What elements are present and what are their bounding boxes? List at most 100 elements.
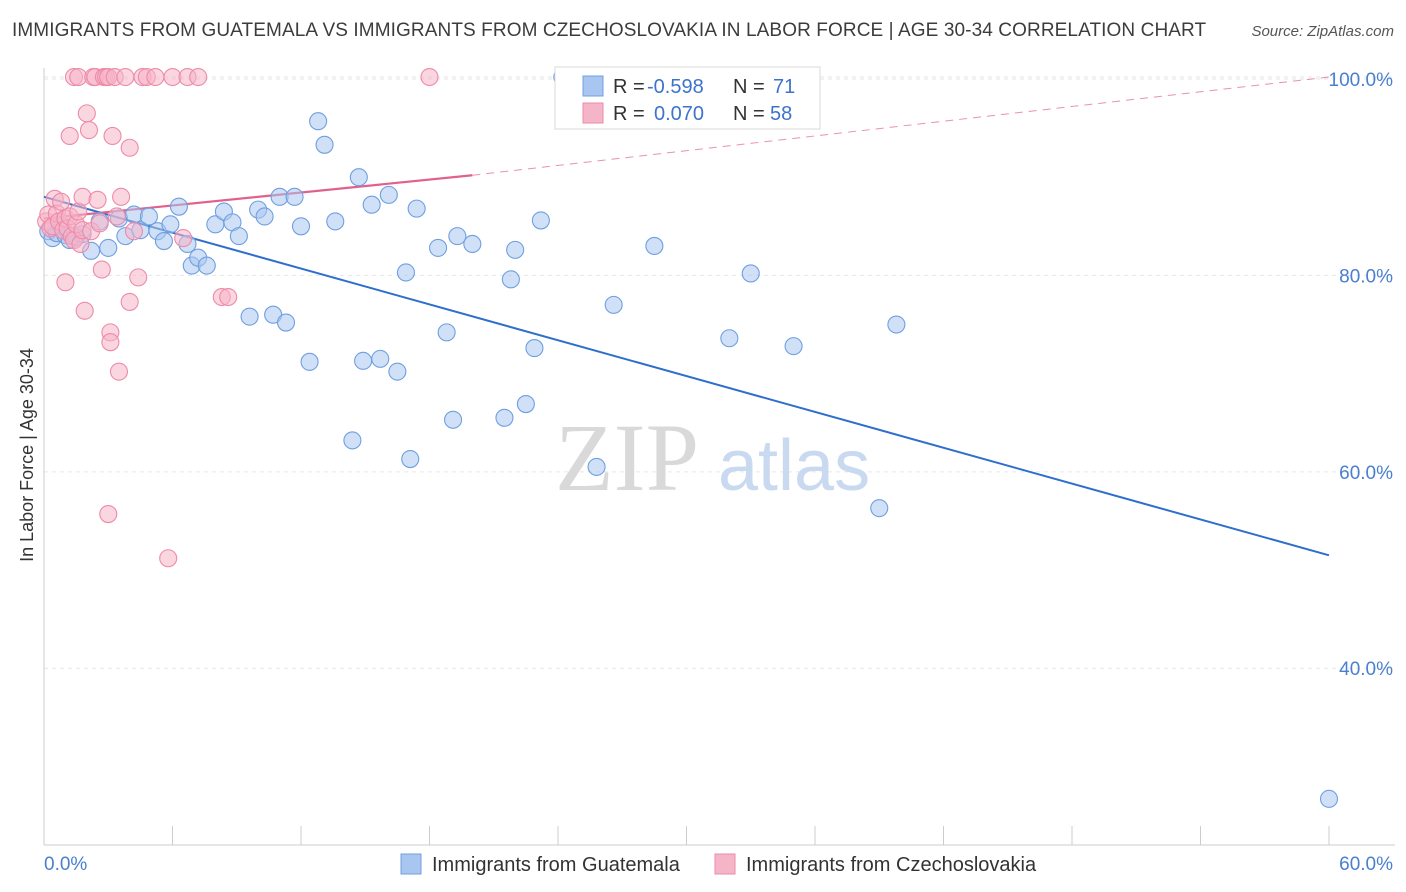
blue-point-43 (362, 195, 381, 214)
blue-point-10 (99, 238, 118, 257)
blue-point-52 (444, 410, 463, 429)
watermark-atlas: atlas (718, 426, 870, 506)
pink-point-39 (107, 207, 126, 226)
blue-point-19 (169, 197, 188, 216)
y-tick-label-60: 60.0% (1339, 463, 1393, 484)
pink-point-25 (79, 121, 99, 140)
blue-point-23 (197, 256, 216, 275)
legend-r-label-pink: R = (613, 103, 645, 125)
x-tick-label-start: 0.0% (44, 854, 87, 875)
pink-point-30 (90, 214, 109, 233)
legend-swatch-blue (582, 75, 604, 97)
pink-point-22 (73, 187, 92, 206)
pink-point-29 (88, 190, 107, 209)
blue-point-68 (870, 499, 889, 518)
x-tick-label-end: 60.0% (1339, 854, 1393, 875)
blue-point-39 (326, 212, 345, 231)
blue-point-53 (448, 227, 467, 246)
pink-point-43 (120, 138, 139, 157)
pink-point-52 (174, 229, 193, 248)
blue-point-42 (354, 351, 373, 370)
y-tick-label-40: 40.0% (1339, 659, 1393, 680)
legend-swatch-pink (582, 102, 604, 124)
blue-point-70 (1319, 789, 1339, 808)
blue-point-28 (240, 307, 259, 326)
blue-point-63 (604, 295, 623, 314)
blue-point-34 (285, 187, 304, 206)
pink-point-42 (116, 67, 135, 87)
pink-point-23 (75, 301, 94, 320)
legend-n-label-blue: N = (733, 76, 765, 98)
gridlines (44, 76, 1395, 669)
legend-r-value-pink: 0.070 (654, 103, 704, 125)
pink-point-54 (99, 504, 118, 524)
bottom-legend-swatch-pink (714, 853, 736, 875)
legend-r-value-blue: -0.598 (647, 76, 704, 98)
blue-point-66 (741, 264, 760, 283)
pink-point-36 (101, 333, 120, 352)
blue-point-50 (429, 238, 448, 257)
data-points (37, 67, 1339, 808)
bottom-legend: Immigrants from Guatemala Immigrants fro… (400, 853, 1037, 876)
y-tick-label-100: 100.0% (1329, 70, 1394, 91)
blue-point-37 (309, 112, 328, 131)
blue-point-56 (501, 270, 520, 289)
blue-point-15 (139, 207, 158, 226)
pink-point-49 (146, 67, 165, 87)
blue-trend-line (43, 195, 1330, 557)
watermark: ZIP atlas (555, 404, 870, 511)
blue-point-18 (161, 215, 180, 234)
blue-point-38 (315, 135, 334, 154)
blue-point-33 (276, 313, 296, 332)
blue-point-47 (396, 263, 415, 282)
pink-point-7 (52, 192, 71, 211)
pink-point-31 (92, 260, 111, 279)
pink-point-44 (120, 292, 139, 311)
legend-n-value-pink: 58 (770, 103, 792, 125)
blue-point-40 (343, 431, 362, 450)
blue-point-44 (371, 349, 390, 368)
legend: R = -0.598 N = 71 R = 0.070 N = 58 (554, 66, 821, 130)
pink-point-57 (420, 67, 439, 87)
blue-point-58 (516, 395, 535, 414)
blue-point-45 (379, 185, 398, 204)
blue-point-62 (587, 457, 606, 476)
pink-point-24 (77, 104, 96, 123)
y-tick-label-80: 80.0% (1339, 266, 1393, 287)
blue-point-65 (720, 329, 739, 348)
legend-n-label-pink: N = (733, 103, 765, 125)
blue-point-69 (887, 315, 906, 334)
blue-point-67 (784, 337, 803, 356)
legend-r-label-blue: R = (613, 76, 645, 98)
blue-point-60 (531, 211, 550, 230)
watermark-zip: ZIP (555, 404, 699, 511)
pink-trend-line-dashed (472, 76, 1330, 176)
blue-point-64 (645, 236, 664, 255)
bottom-legend-label-blue: Immigrants from Guatemala (432, 854, 681, 876)
legend-n-value-blue: 71 (773, 76, 795, 98)
blue-point-13 (124, 205, 143, 224)
blue-point-46 (388, 362, 407, 381)
blue-point-36 (300, 352, 319, 371)
pink-point-56 (219, 287, 238, 307)
y-tick-labels: 40.0% 60.0% 80.0% 100.0% (1329, 70, 1394, 680)
pink-point-53 (159, 549, 178, 568)
pink-point-58 (189, 67, 208, 87)
blue-point-55 (495, 408, 514, 427)
pink-point-45 (124, 222, 143, 241)
y-axis-label: In Labor Force | Age 30-34 (17, 348, 37, 562)
blue-point-59 (525, 339, 544, 358)
blue-point-51 (437, 323, 456, 342)
blue-point-48 (401, 450, 420, 469)
pink-point-18 (56, 273, 75, 292)
source-label: Source: ZipAtlas.com (1251, 23, 1394, 40)
chart-title: IMMIGRANTS FROM GUATEMALA VS IMMIGRANTS … (12, 20, 1207, 41)
blue-point-17 (154, 231, 173, 251)
blue-point-30 (255, 207, 274, 226)
pink-point-37 (103, 126, 122, 146)
blue-point-54 (463, 234, 482, 254)
bottom-legend-swatch-blue (400, 853, 422, 875)
pink-point-40 (109, 362, 129, 381)
pink-point-41 (112, 187, 131, 206)
